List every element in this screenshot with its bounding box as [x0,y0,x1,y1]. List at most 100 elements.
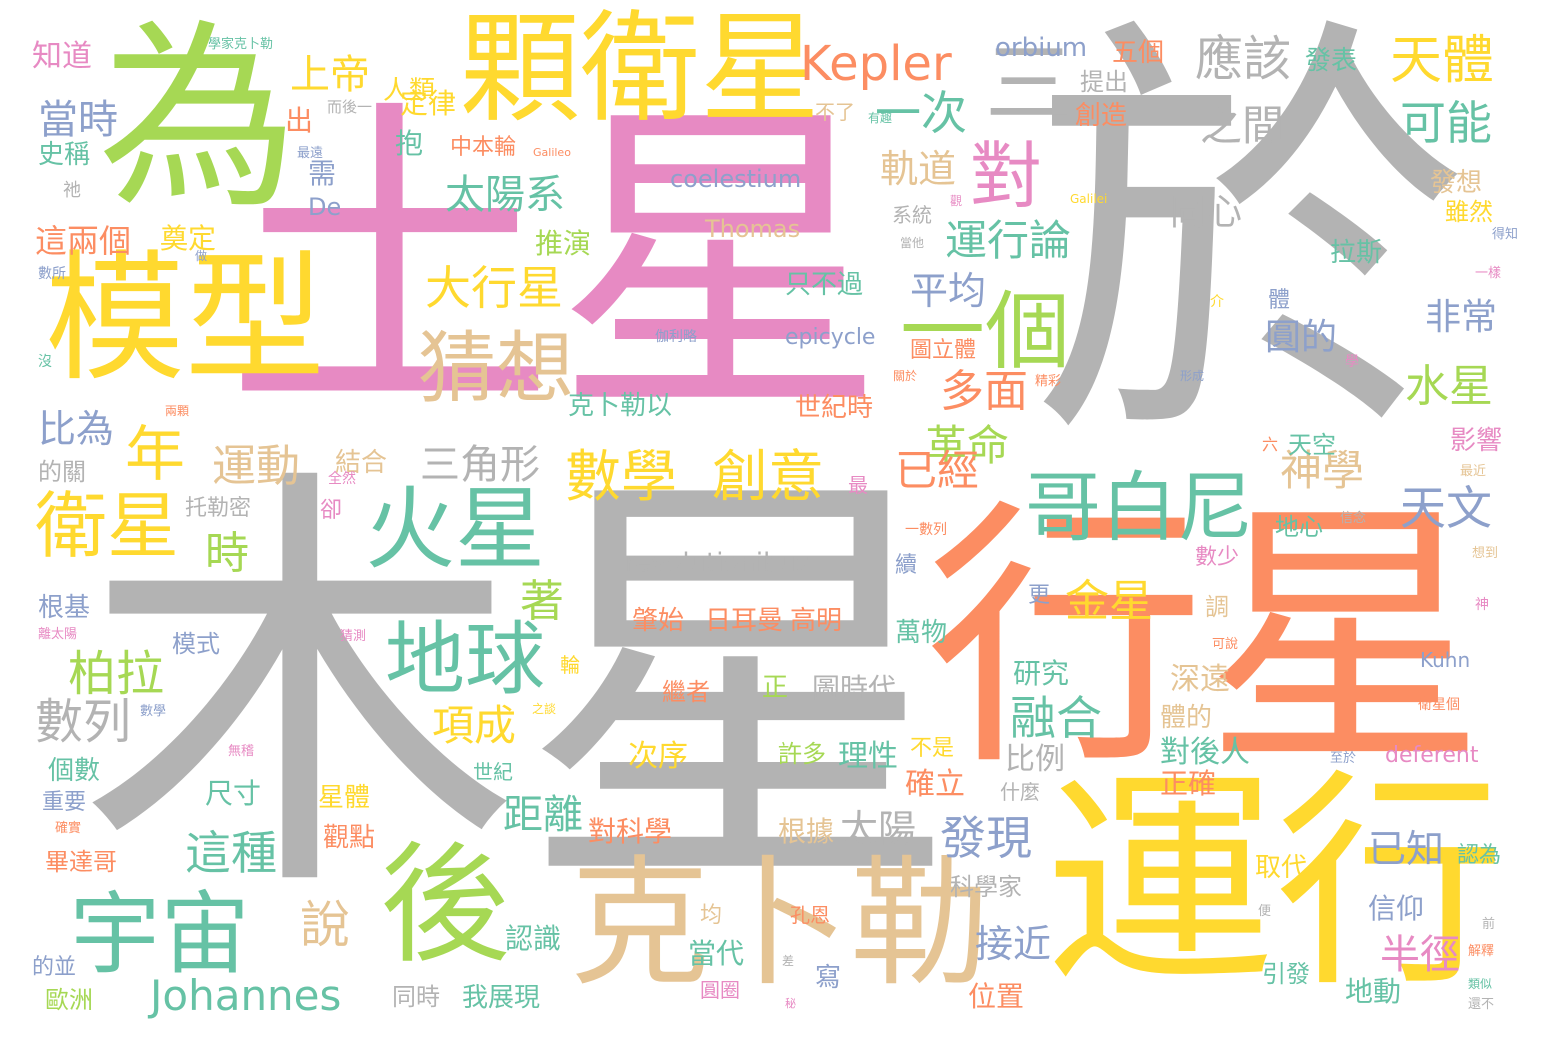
word: 均 [700,903,723,928]
word: 木星 [80,434,960,946]
word: 確立 [905,767,965,802]
word: 圓的 [1265,317,1338,358]
word: 距離 [503,792,583,838]
word: 無稽 [228,744,255,759]
word: Galilei [1070,192,1108,206]
word: 秘 [785,997,796,1010]
word: 影響 [1450,426,1503,456]
word: 信仰 [1368,892,1425,925]
word: 上帝 [290,52,370,98]
word: 世紀時 [795,393,874,423]
word: 高明 [790,606,843,636]
word: Galileo [533,146,571,159]
word: 這種 [185,826,277,880]
word: 模型 [45,238,326,401]
word: 星體 [318,783,371,813]
word: 火星 [365,477,545,582]
word: 精彩 [1035,374,1062,389]
word: 著 [520,576,564,627]
word: 應該 [1195,31,1292,87]
word: 六 [1262,435,1279,454]
word: 許多 [778,740,826,768]
word: 理性 [838,739,898,774]
word: epicycle [785,325,876,350]
word: 運行論 [945,216,1072,265]
word: 數所 [38,266,66,282]
word: 做 [195,249,208,263]
word: 革命 [925,421,1010,470]
word: 人類 [383,76,436,106]
word: 孔恩 [790,903,830,927]
word: 柏拉 [68,646,165,702]
word: 運行 [1045,751,1506,1018]
word: 觀點 [323,823,376,853]
word: 畢達哥 [45,848,117,876]
word: 時 [205,528,249,579]
word: 科學家 [950,873,1022,901]
word: 差 [782,954,795,968]
word: 圓圈 [700,978,740,1002]
word: 還不 [1468,997,1495,1012]
word: 最 [848,473,868,497]
word: 抱 [395,127,424,160]
word: 顆衛星 [460,0,820,139]
word: 只不過 [785,270,864,300]
word: 猜測 [340,629,367,644]
word: 不了 [815,100,855,124]
word: orbium [995,33,1088,63]
word: 續 [895,553,918,578]
word: 項成 [432,701,517,750]
word: 我展現 [462,983,541,1013]
word: 拉斯 [1330,238,1383,268]
word: 對科學 [588,815,673,848]
word: 雖然 [1445,198,1493,226]
word: 哥白尼 [1025,463,1253,552]
word: 史稱 [38,140,91,170]
word: 年 [125,420,185,490]
word: 已知 [1368,827,1445,871]
word: 知道 [32,39,92,74]
word: 多面 [940,366,1028,417]
word: 離太陽 [38,627,78,642]
word: 神 [1475,597,1489,613]
word: 發現 [940,811,1032,865]
word: Thomas [705,215,801,243]
word: 行星 [925,477,1485,803]
word: 重要 [42,790,87,815]
word: 出 [285,104,314,137]
word: 體的 [1160,703,1213,733]
word: 運動 [212,441,300,492]
word: 創意 [712,445,824,510]
word: 觀 [950,194,963,208]
word: 軌道 [880,147,957,191]
word: 太陽系 [445,172,565,218]
word: 地動 [1345,975,1402,1008]
word: 個數 [48,756,101,786]
word: 數學 [565,445,677,510]
word: 一次 [875,86,967,140]
word: 土星 [225,73,885,457]
word: 認為 [1457,843,1502,868]
word: 最近 [1460,464,1487,479]
word: 宇宙 [70,882,250,987]
word: 萬物 [895,618,948,648]
word: 的關 [38,458,86,486]
word: 數少 [1195,545,1240,570]
word: 模式 [172,630,220,658]
word: 正確 [1160,767,1217,800]
word: 體 [1268,288,1291,313]
word: 接近 [975,922,1052,966]
word: 最遠 [297,146,324,161]
word: Kuhn [1420,648,1471,672]
word: 已經 [895,446,980,495]
word: 當時 [38,97,118,143]
word: 克卜勒 [570,843,991,1006]
word: 根據 [778,815,835,848]
word: 信念 [1340,511,1367,526]
word: 三角形 [420,442,540,488]
word: 學家克卜勒 [208,37,274,52]
word: 伽利略 [655,329,697,345]
word: 融合 [1010,691,1102,745]
word: 取代 [1255,853,1308,883]
